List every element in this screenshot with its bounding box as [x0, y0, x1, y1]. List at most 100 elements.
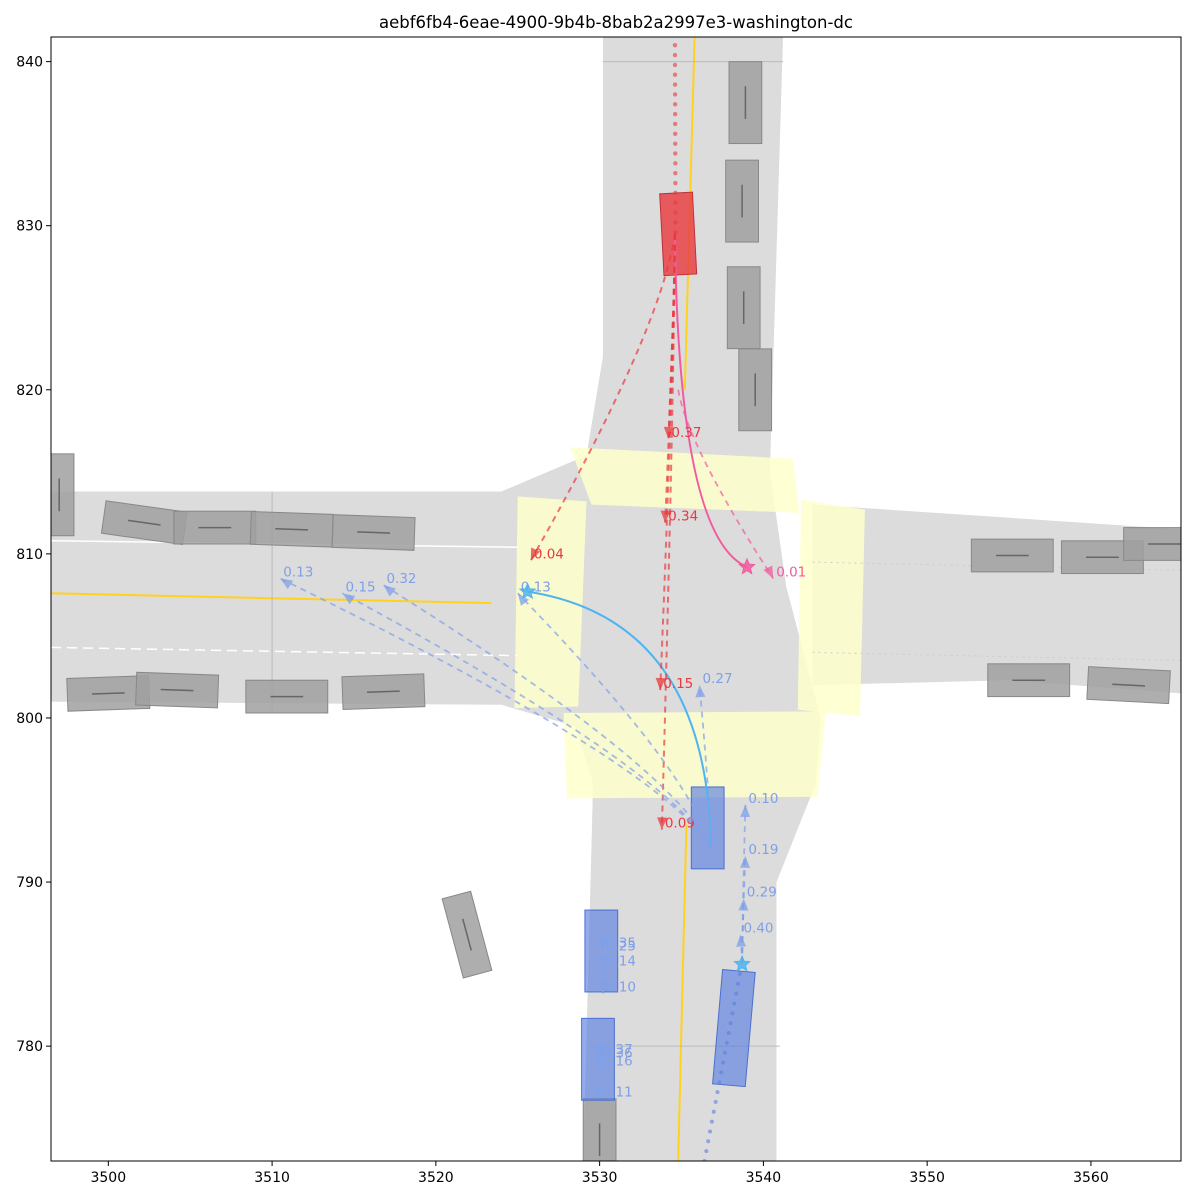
prediction-prob-label: 0.04 [534, 546, 564, 562]
cyclist-history-dot [721, 1060, 726, 1065]
centerline-south [677, 824, 688, 1161]
prediction-path-7 [382, 584, 712, 850]
focal-history-dot [673, 141, 678, 146]
parked-vehicle-18 [441, 890, 493, 979]
cyclist-history-dot [732, 1001, 737, 1006]
prediction-arrow-18 [597, 981, 608, 994]
other-agent-3-body [712, 969, 756, 1088]
parked-vehicle-2 [726, 266, 761, 350]
prediction-prob-label: 0.16 [603, 1053, 633, 1069]
focal-history-dot [672, 72, 678, 77]
prediction-arrow-9 [517, 593, 529, 606]
lane-divider-west-2 [51, 646, 518, 657]
parked-vehicle-18-heading [462, 918, 472, 951]
parked-vehicle-12 [66, 675, 151, 712]
pedestrian-path [673, 233, 748, 568]
cyclist-history-dot [709, 1119, 714, 1124]
cyclist-history-dot [708, 1129, 713, 1134]
crosswalk-south [563, 711, 826, 799]
prediction-path-9 [517, 592, 712, 850]
parked-vehicle-9 [970, 538, 1054, 573]
cyclist-history-dot [736, 981, 741, 986]
parked-vehicle-6 [173, 510, 257, 545]
prediction-path-6 [279, 577, 712, 850]
prediction-prob-label: 0.37 [603, 1042, 633, 1058]
other-agent-1-body [584, 909, 619, 993]
parked-vehicle-3 [738, 348, 773, 432]
parked-vehicle-5-heading [127, 519, 161, 526]
y-tick-label: 840 [16, 55, 43, 71]
parked-vehicle-7-heading [275, 527, 309, 531]
focal-history-dot [673, 180, 678, 186]
focal-history-dot [672, 92, 678, 97]
other-agent-0-body [690, 786, 725, 870]
prediction-arrow-11 [740, 804, 751, 818]
parked-vehicle-16 [987, 663, 1071, 698]
focal-history-dot [673, 161, 678, 166]
prediction-arrow-4 [657, 817, 668, 830]
x-tick-label: 3550 [909, 1170, 945, 1186]
prediction-prob-label: 0.10 [748, 791, 778, 807]
prediction-prob-label: 0.35 [606, 935, 636, 951]
cyclist-history-dot [730, 1011, 735, 1016]
focal-history-dot [672, 82, 678, 87]
prediction-prob-label: 0.13 [283, 564, 313, 580]
focal-history-dot [672, 102, 678, 107]
prediction-arrow-17 [597, 955, 608, 968]
prediction-arrow-22 [594, 1086, 605, 1099]
prediction-arrow-2 [530, 547, 541, 561]
focal-history-dot [672, 111, 678, 117]
other-agent-1 [584, 909, 619, 993]
y-tick-label: 790 [16, 875, 43, 891]
cyclist-history-dot [728, 1021, 733, 1026]
parked-vehicle-15 [341, 673, 426, 711]
prediction-prob-label: 0.15 [663, 676, 693, 692]
x-tick-label: 3520 [418, 1170, 454, 1186]
cyclist-history-dot [737, 971, 742, 976]
prediction-arrow-8 [342, 593, 356, 605]
focal-history-dot [673, 131, 678, 137]
focal-agent-body [659, 191, 698, 277]
focal-history-dot [672, 62, 678, 68]
focal-history-dot [673, 151, 678, 156]
prediction-prob-label: 0.32 [386, 571, 416, 587]
focal-history-dot [673, 230, 678, 235]
y-tick-label: 820 [16, 383, 43, 399]
focal-history-dot [673, 190, 678, 196]
prediction-arrow-10 [695, 685, 706, 698]
prediction-arrow-7 [383, 585, 396, 597]
focal-history-dot [673, 210, 678, 215]
prediction-prob-label: 0.11 [603, 1085, 633, 1101]
parked-vehicle-1 [725, 159, 759, 243]
prediction-prob-label: 0.36 [603, 1045, 633, 1061]
prediction-prob-label: 0.14 [606, 953, 636, 969]
focal-history-dot [673, 200, 678, 205]
cyclist-history-dot [719, 1070, 724, 1075]
parked-vehicle-17 [1086, 666, 1171, 705]
plot-frame [50, 36, 1182, 1162]
prediction-prob-label: 0.27 [703, 671, 733, 687]
cyclist-history-dot [704, 1149, 709, 1154]
cyclist-history-dot [715, 1090, 720, 1095]
current-position-star-2 [733, 954, 751, 972]
focal-history-dot [672, 121, 678, 127]
prediction-arrow-13 [738, 898, 749, 911]
cyclist-history-dot [726, 1031, 731, 1036]
cyclist-history-dot [711, 1109, 716, 1114]
prediction-arrow-14 [736, 934, 747, 947]
cyclist-history-dot [713, 1099, 718, 1104]
parked-vehicle-12-heading [91, 692, 125, 695]
parked-vehicle-17-heading [1112, 683, 1145, 687]
prediction-prob-label: 0.25 [606, 939, 636, 955]
x-tick-label: 3510 [254, 1170, 290, 1186]
focal-history-dot [672, 43, 678, 48]
other-agent-0 [690, 786, 725, 870]
x-axis: 3500 3510 3520 3530 3540 3550 3560 [90, 1161, 1109, 1186]
focal-history-dot [673, 170, 678, 176]
parked-vehicle-19 [582, 1098, 617, 1161]
y-tick-label: 780 [16, 1039, 43, 1055]
chart-title: aebf6fb4-6eae-4900-9b4b-8bab2a2997e3-was… [379, 13, 853, 32]
prediction-path-8 [342, 592, 712, 850]
cyclist-history-dot [724, 1040, 729, 1045]
